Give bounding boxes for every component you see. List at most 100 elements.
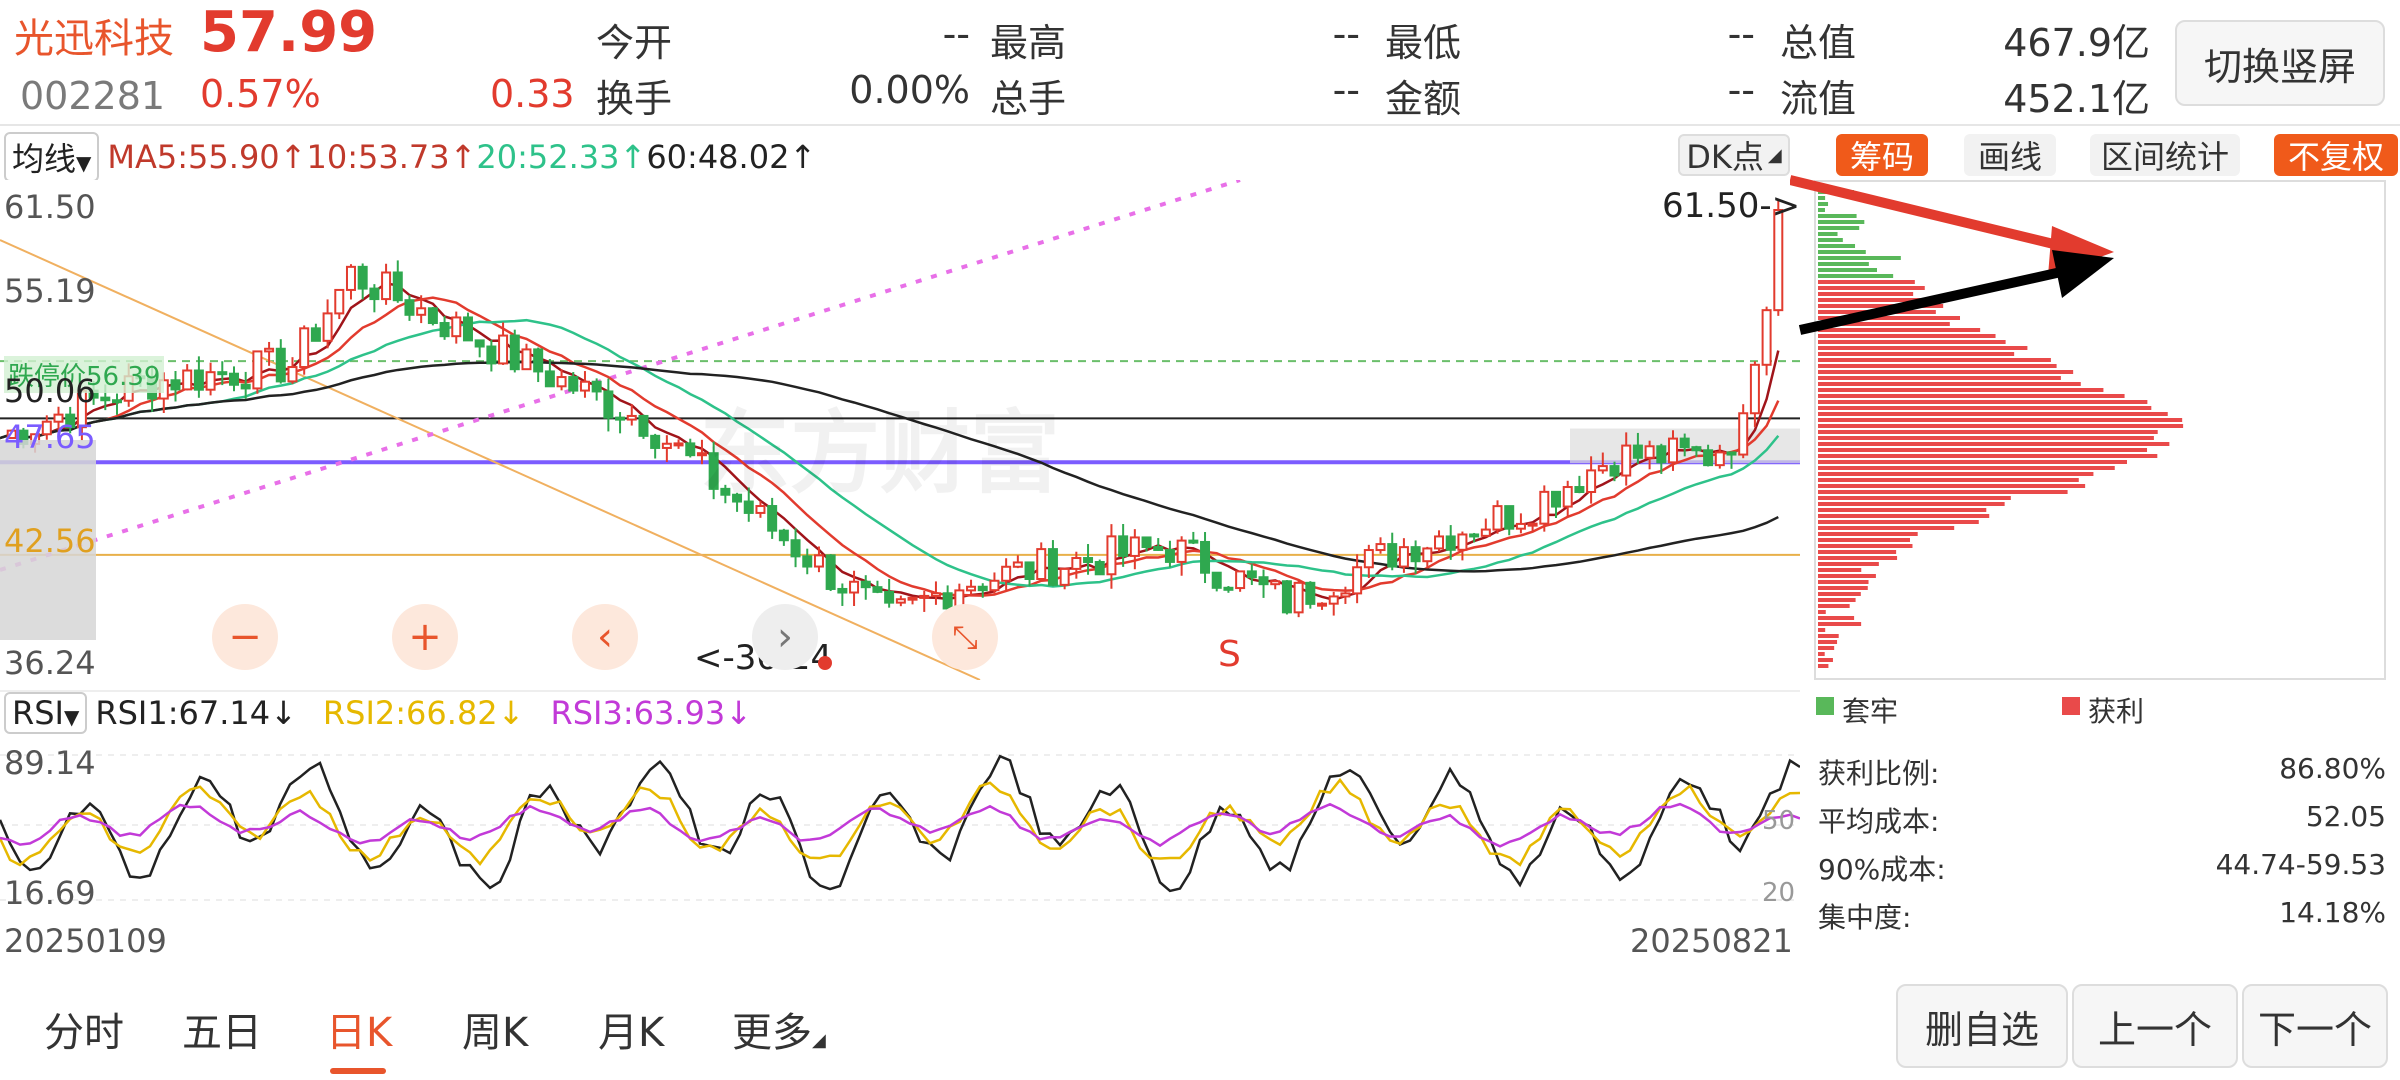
candle-body	[849, 580, 860, 594]
chip-bar	[1818, 538, 1910, 542]
tab-monthly-k[interactable]: 月K	[598, 1010, 665, 1056]
candle-body	[907, 596, 918, 601]
dk-point-button[interactable]: DK点 ◢	[1678, 134, 1790, 176]
black-arrow-head	[2052, 250, 2114, 298]
watermark: 东方财富	[700, 401, 1060, 506]
chip-bar	[1818, 502, 2005, 506]
ma-selector[interactable]: 均线▼	[4, 132, 100, 182]
quote-label-volume: 总手	[990, 77, 1067, 121]
chevron-down-icon: ▼	[63, 705, 80, 729]
scroll-right-button[interactable]: ›	[752, 604, 818, 670]
red-arrow-line	[1790, 175, 2072, 253]
candle-body	[1083, 557, 1094, 564]
candle-body	[1059, 567, 1070, 586]
chip-bar	[1818, 634, 1839, 638]
candle-body	[1328, 595, 1339, 605]
corner-icon: ◢	[812, 1030, 826, 1051]
candle-body	[1668, 437, 1679, 464]
candle-body	[568, 376, 579, 392]
chip-bar	[1818, 580, 1869, 584]
interval-stats-button[interactable]: 区间统计	[2090, 134, 2240, 176]
ma5-value: MA5:55.90↑	[107, 138, 307, 176]
candle-body	[1001, 565, 1012, 582]
candle-body	[1235, 570, 1246, 590]
change-percent: 0.57%	[200, 72, 321, 116]
chip-bar	[1818, 304, 1944, 308]
candle-body	[661, 442, 672, 449]
stat-concentration-value: 14.18%	[2279, 896, 2386, 929]
candle-body	[813, 554, 824, 568]
rsi-chart	[0, 754, 1800, 901]
candle-body	[1703, 449, 1714, 467]
chip-bar	[1818, 340, 2006, 344]
kline-chart[interactable]	[0, 180, 1800, 680]
candle-body	[1761, 309, 1772, 366]
prev-stock-button[interactable]: 上一个	[2072, 984, 2238, 1068]
next-stock-button[interactable]: 下一个	[2242, 984, 2388, 1068]
candle-body	[1375, 543, 1386, 552]
candle-body	[895, 598, 906, 604]
chip-bar	[1818, 472, 2094, 476]
chip-bar	[1818, 196, 1826, 200]
candle-body	[264, 347, 275, 353]
zoom-in-button[interactable]: +	[392, 604, 458, 670]
chip-bar	[1818, 532, 1918, 536]
tab-more[interactable]: 更多◢	[732, 1000, 826, 1058]
draw-line-button[interactable]: 画线	[1964, 134, 2056, 176]
change-amount: 0.33	[490, 72, 575, 116]
chip-bar	[1818, 256, 1901, 260]
chip-bar	[1818, 622, 1862, 626]
candle-body	[1551, 490, 1562, 508]
chip-button[interactable]: 筹码	[1836, 134, 1928, 176]
candle-body	[1024, 561, 1035, 581]
remove-watchlist-button[interactable]: 删自选	[1896, 984, 2068, 1068]
y-label-max: 61.50	[4, 188, 96, 226]
candle-body	[650, 434, 661, 449]
switch-portrait-button[interactable]: 切换竖屏	[2175, 20, 2385, 106]
tab-five-day[interactable]: 五日	[182, 1010, 262, 1056]
y-label-3: 50.06	[4, 372, 96, 410]
shrink-button[interactable]: ⤡	[932, 604, 998, 670]
chip-bar	[1818, 664, 1829, 668]
rsi-selector[interactable]: RSI▼	[4, 692, 88, 734]
chip-bar	[1818, 370, 2074, 374]
scroll-left-button[interactable]: ‹	[572, 604, 638, 670]
stock-price: 57.99	[200, 0, 378, 65]
tab-intraday[interactable]: 分时	[44, 1010, 124, 1056]
no-adjust-button[interactable]: 不复权	[2274, 134, 2398, 176]
quote-value-open: --	[942, 12, 970, 56]
chip-bar	[1818, 526, 1955, 530]
header-divider	[0, 124, 2400, 126]
rsi-top-label: 89.14	[4, 744, 96, 782]
chip-bar	[1818, 232, 1838, 236]
candle-body	[498, 334, 509, 365]
stock-code: 002281	[20, 74, 166, 118]
candle-body	[1515, 522, 1526, 530]
chip-bar	[1818, 430, 2158, 434]
candle-body	[1539, 490, 1550, 525]
tab-daily-k[interactable]: 日K	[326, 1010, 393, 1056]
zoom-out-button[interactable]: −	[212, 604, 278, 670]
candle-body	[778, 529, 789, 542]
chip-bar	[1818, 268, 1878, 272]
candle-body	[65, 413, 76, 429]
candle-body	[708, 452, 719, 490]
candle-body	[1480, 528, 1491, 537]
candle-body	[1317, 602, 1328, 607]
candle-body	[1176, 539, 1187, 563]
candle-body	[1457, 533, 1468, 551]
candle-body	[1129, 536, 1140, 557]
tab-weekly-k[interactable]: 周K	[462, 1010, 529, 1056]
chip-bar	[1818, 442, 2170, 446]
chip-bar	[1818, 424, 2184, 428]
y-label-min: 36.24	[4, 644, 96, 682]
black-arrow-line	[1798, 265, 2072, 335]
candle-body	[228, 372, 239, 386]
chip-bar	[1818, 478, 2079, 482]
candle-body	[685, 442, 696, 457]
quote-label-low: 最低	[1385, 21, 1462, 65]
stat-90-cost-label: 90%成本:	[1818, 853, 1946, 886]
chip-bar	[1818, 238, 1843, 242]
candle-body	[322, 312, 333, 342]
chip-bar	[1818, 604, 1850, 608]
